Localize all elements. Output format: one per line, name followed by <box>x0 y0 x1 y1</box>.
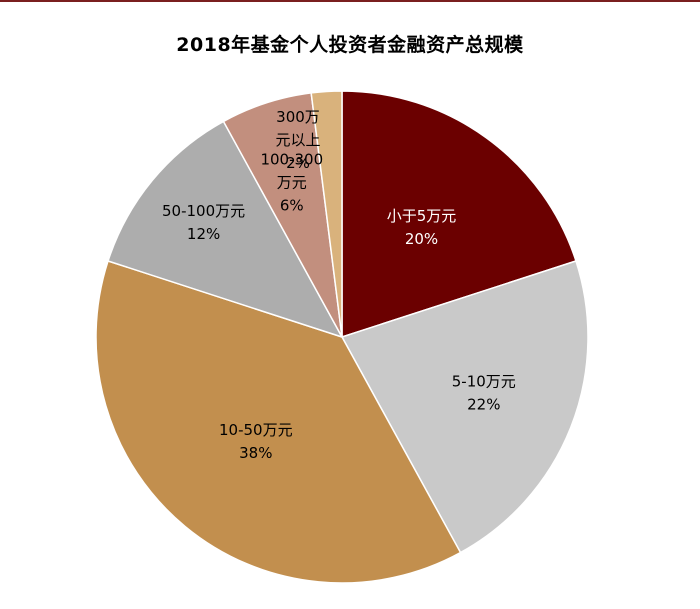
slice-value-label: 20% <box>405 230 438 248</box>
slice-category-label: 5-10万元 <box>452 373 516 391</box>
slice-value-label: 12% <box>187 225 220 243</box>
slice-label: 小于5万元 20% <box>387 207 457 248</box>
pie-slice <box>310 90 343 338</box>
slice-label: 300万元以上 2% <box>275 108 320 172</box>
slice-category-label: 100-300 <box>260 151 323 169</box>
chart-title: 2018年基金个人投资者金融资产总规模 <box>176 34 524 56</box>
slice-value-label: 22% <box>467 396 500 414</box>
pie-labels: 小于5万元 20% 5-10万元 22% 10-50万元 38% 50-100万元 12% 10… <box>162 108 516 462</box>
pie-slice <box>340 260 589 554</box>
pie-slice <box>107 120 344 339</box>
top-border <box>0 0 700 2</box>
slice-category-label: 300万 <box>276 108 320 126</box>
slice-label: 5-10万元 22% <box>452 373 516 414</box>
pie-slice <box>341 90 577 339</box>
slice-value-label: 38% <box>239 444 272 462</box>
slice-category-label: 万元 <box>277 174 307 192</box>
slice-value-label: 6% <box>280 197 304 215</box>
slice-label: 100-300 万元 6% <box>260 151 323 215</box>
slice-category-label: 元以上 <box>275 131 320 149</box>
slice-label: 10-50万元 38% <box>219 421 293 462</box>
slice-value-label: 2% <box>286 154 310 172</box>
slice-label: 50-100万元 12% <box>162 202 245 243</box>
slice-category-label: 10-50万元 <box>219 421 293 439</box>
slice-category-label: 50-100万元 <box>162 202 245 220</box>
slice-category-label: 小于5万元 <box>387 207 457 225</box>
pie-slices <box>95 90 589 584</box>
pie-slice <box>95 260 462 584</box>
